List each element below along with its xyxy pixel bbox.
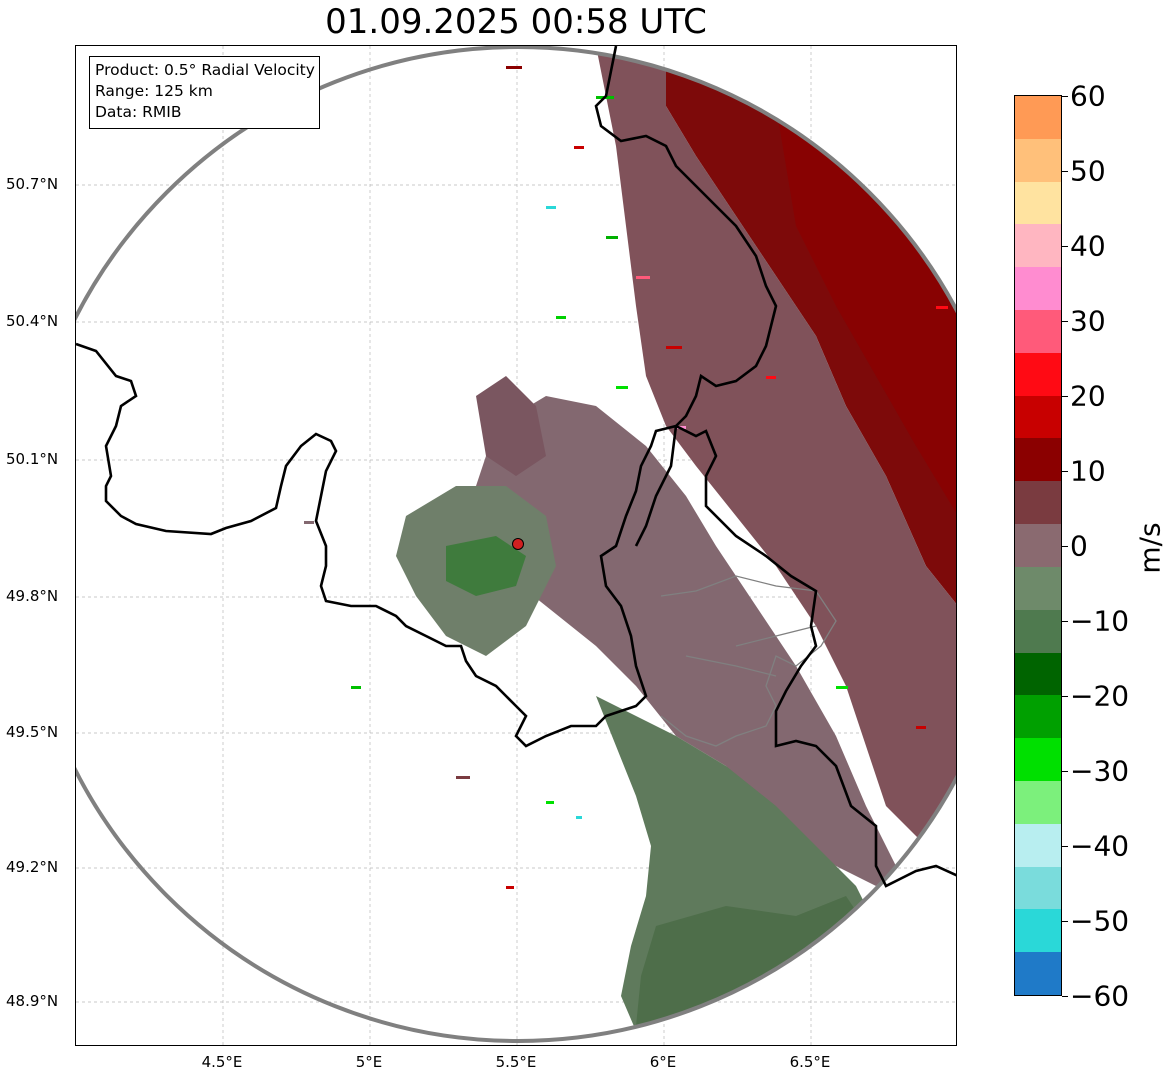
colorbar-segment bbox=[1015, 224, 1061, 270]
colorbar-tick bbox=[1062, 96, 1068, 97]
lat-label: 49.2°N bbox=[6, 858, 59, 876]
lat-label: 50.1°N bbox=[6, 450, 59, 468]
colorbar-tick-label: 60 bbox=[1070, 79, 1106, 113]
colorbar-segment bbox=[1015, 138, 1061, 184]
colorbar-tick-label: −40 bbox=[1070, 829, 1130, 863]
colorbar-segment bbox=[1015, 438, 1061, 484]
lat-label: 50.7°N bbox=[6, 175, 59, 193]
colorbar-tick-label: 50 bbox=[1070, 154, 1106, 188]
colorbar-tick bbox=[1062, 396, 1068, 397]
colorbar-segment bbox=[1015, 952, 1061, 995]
colorbar-segment bbox=[1015, 566, 1061, 612]
colorbar-segment bbox=[1015, 96, 1061, 141]
info-range: Range: 125 km bbox=[95, 82, 213, 100]
info-product: Product: 0.5° Radial Velocity bbox=[95, 61, 315, 79]
colorbar-segment bbox=[1015, 481, 1061, 526]
colorbar-tick bbox=[1062, 471, 1068, 472]
colorbar-segment bbox=[1015, 823, 1061, 869]
colorbar-segment bbox=[1015, 695, 1061, 740]
colorbar-tick bbox=[1062, 696, 1068, 697]
product-info-box: Product: 0.5° Radial Velocity Range: 125… bbox=[89, 56, 320, 129]
colorbar-tick-label: −30 bbox=[1070, 754, 1130, 788]
colorbar-tick-label: 20 bbox=[1070, 379, 1106, 413]
country-border-lines bbox=[76, 46, 956, 888]
colorbar-tick bbox=[1062, 846, 1068, 847]
lon-label: 6°E bbox=[649, 1053, 677, 1071]
lat-label: 49.8°N bbox=[6, 587, 59, 605]
radar-map-canvas bbox=[76, 46, 956, 1045]
colorbar-tick-label: 0 bbox=[1070, 529, 1088, 563]
colorbar-tick-label: 40 bbox=[1070, 229, 1106, 263]
colorbar-tick bbox=[1062, 921, 1068, 922]
radar-map[interactable] bbox=[75, 45, 957, 1046]
colorbar-segment bbox=[1015, 866, 1061, 912]
echo-region-green-core bbox=[636, 896, 866, 1031]
map-title: 01.09.2025 00:58 UTC bbox=[325, 2, 707, 42]
radar-site-marker[interactable] bbox=[512, 538, 524, 550]
info-data-source: Data: RMIB bbox=[95, 103, 182, 121]
colorbar-segment bbox=[1015, 909, 1061, 954]
lon-label: 5.5°E bbox=[495, 1053, 537, 1071]
echo-region-grey-mauve bbox=[466, 396, 896, 886]
colorbar-segment bbox=[1015, 738, 1061, 783]
echo-region-near-site-green bbox=[446, 536, 526, 596]
colorbar-segment bbox=[1015, 310, 1061, 355]
colorbar-tick bbox=[1062, 246, 1068, 247]
colorbar-tick-label: −50 bbox=[1070, 904, 1130, 938]
lat-label: 49.5°N bbox=[6, 723, 59, 741]
lon-label: 4.5°E bbox=[201, 1053, 243, 1071]
colorbar-tick-label: 10 bbox=[1070, 454, 1106, 488]
colorbar-segment bbox=[1015, 524, 1061, 569]
colorbar-tick bbox=[1062, 771, 1068, 772]
colorbar-segment bbox=[1015, 181, 1061, 227]
echo-region-n-strip bbox=[476, 376, 546, 476]
colorbar-tick bbox=[1062, 321, 1068, 322]
colorbar-tick bbox=[1062, 171, 1068, 172]
velocity-colorbar bbox=[1014, 95, 1062, 996]
colorbar-segment bbox=[1015, 352, 1061, 398]
lon-label: 5°E bbox=[355, 1053, 383, 1071]
colorbar-unit-label: m/s bbox=[1133, 522, 1167, 574]
colorbar-tick bbox=[1062, 621, 1068, 622]
colorbar-tick-label: −10 bbox=[1070, 604, 1130, 638]
colorbar-tick bbox=[1062, 996, 1068, 997]
colorbar-segment bbox=[1015, 652, 1061, 698]
echo-region-mauve bbox=[596, 47, 956, 846]
colorbar-tick bbox=[1062, 546, 1068, 547]
colorbar-segment bbox=[1015, 267, 1061, 312]
colorbar-segment bbox=[1015, 780, 1061, 826]
lon-label: 6.5°E bbox=[789, 1053, 831, 1071]
colorbar-tick-label: −20 bbox=[1070, 679, 1130, 713]
colorbar-segment bbox=[1015, 609, 1061, 655]
lat-label: 48.9°N bbox=[6, 992, 59, 1010]
colorbar-tick-label: 30 bbox=[1070, 304, 1106, 338]
range-ring bbox=[76, 46, 956, 1043]
lat-label: 50.4°N bbox=[6, 312, 59, 330]
admin-border-lines bbox=[660, 575, 837, 747]
velocity-echoes bbox=[304, 47, 956, 1036]
colorbar-segment bbox=[1015, 395, 1061, 441]
colorbar-tick-label: −60 bbox=[1070, 979, 1130, 1013]
